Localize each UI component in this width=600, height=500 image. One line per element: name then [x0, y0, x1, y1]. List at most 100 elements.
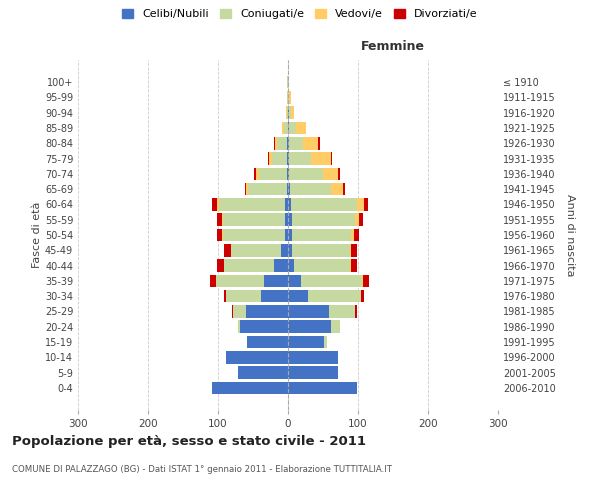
- Bar: [288, 260, 293, 272]
- Bar: [363, 274, 368, 287]
- Bar: [289, 168, 323, 180]
- Bar: [212, 382, 288, 394]
- Bar: [246, 183, 248, 196]
- Bar: [288, 228, 292, 241]
- Bar: [216, 274, 263, 287]
- Bar: [287, 152, 288, 165]
- Bar: [238, 320, 241, 333]
- Bar: [262, 290, 288, 302]
- Bar: [275, 137, 277, 149]
- Bar: [283, 122, 284, 134]
- Bar: [241, 320, 288, 333]
- Bar: [284, 122, 288, 134]
- Bar: [259, 168, 287, 180]
- Bar: [288, 336, 325, 348]
- Bar: [308, 290, 361, 302]
- Bar: [288, 137, 289, 149]
- Bar: [272, 152, 287, 165]
- Bar: [223, 214, 284, 226]
- Bar: [289, 91, 291, 104]
- Bar: [224, 290, 226, 302]
- Bar: [288, 152, 289, 165]
- Bar: [226, 290, 262, 302]
- Bar: [311, 152, 331, 165]
- Bar: [224, 244, 230, 256]
- Bar: [350, 244, 351, 256]
- Bar: [288, 305, 329, 318]
- Bar: [351, 244, 356, 256]
- Bar: [288, 320, 331, 333]
- Bar: [288, 274, 301, 287]
- Bar: [331, 183, 343, 196]
- Bar: [288, 290, 308, 302]
- Bar: [224, 260, 274, 272]
- Bar: [256, 168, 259, 180]
- Bar: [351, 228, 354, 241]
- Bar: [218, 198, 285, 210]
- Bar: [287, 183, 288, 196]
- Bar: [292, 244, 350, 256]
- Bar: [263, 274, 288, 287]
- Bar: [331, 152, 332, 165]
- Bar: [287, 168, 288, 180]
- Bar: [217, 214, 222, 226]
- Bar: [268, 152, 269, 165]
- Bar: [222, 214, 223, 226]
- Bar: [350, 260, 351, 272]
- Bar: [296, 122, 305, 134]
- Bar: [212, 198, 217, 210]
- Bar: [217, 198, 218, 210]
- Text: Popolazione per età, sesso e stato civile - 2011: Popolazione per età, sesso e stato civil…: [12, 435, 366, 448]
- Bar: [288, 122, 289, 134]
- Bar: [289, 137, 303, 149]
- Bar: [355, 214, 359, 226]
- Bar: [288, 351, 338, 364]
- Bar: [274, 137, 275, 149]
- Bar: [284, 214, 288, 226]
- Bar: [288, 198, 291, 210]
- Bar: [288, 183, 290, 196]
- Bar: [361, 290, 364, 302]
- Bar: [247, 336, 288, 348]
- Bar: [323, 168, 338, 180]
- Bar: [305, 122, 306, 134]
- Bar: [289, 122, 296, 134]
- Bar: [291, 198, 358, 210]
- Bar: [285, 198, 288, 210]
- Bar: [222, 228, 223, 241]
- Y-axis label: Fasce di età: Fasce di età: [32, 202, 42, 268]
- Bar: [288, 91, 289, 104]
- Bar: [254, 168, 256, 180]
- Bar: [233, 305, 246, 318]
- Bar: [287, 76, 288, 88]
- Bar: [293, 260, 350, 272]
- Bar: [355, 305, 356, 318]
- Bar: [277, 137, 287, 149]
- Bar: [238, 366, 288, 379]
- Bar: [232, 305, 233, 318]
- Bar: [248, 183, 287, 196]
- Bar: [226, 351, 288, 364]
- Bar: [286, 106, 287, 119]
- Bar: [287, 106, 288, 119]
- Bar: [325, 336, 327, 348]
- Bar: [351, 260, 356, 272]
- Bar: [245, 183, 246, 196]
- Bar: [354, 228, 359, 241]
- Bar: [289, 152, 311, 165]
- Bar: [288, 244, 292, 256]
- Bar: [287, 137, 288, 149]
- Bar: [358, 198, 364, 210]
- Bar: [288, 76, 289, 88]
- Bar: [343, 183, 346, 196]
- Bar: [362, 274, 363, 287]
- Bar: [217, 228, 222, 241]
- Bar: [291, 106, 295, 119]
- Bar: [292, 214, 355, 226]
- Bar: [289, 106, 291, 119]
- Y-axis label: Anni di nascita: Anni di nascita: [565, 194, 575, 276]
- Bar: [284, 228, 288, 241]
- Bar: [217, 260, 224, 272]
- Bar: [290, 183, 331, 196]
- Bar: [329, 305, 355, 318]
